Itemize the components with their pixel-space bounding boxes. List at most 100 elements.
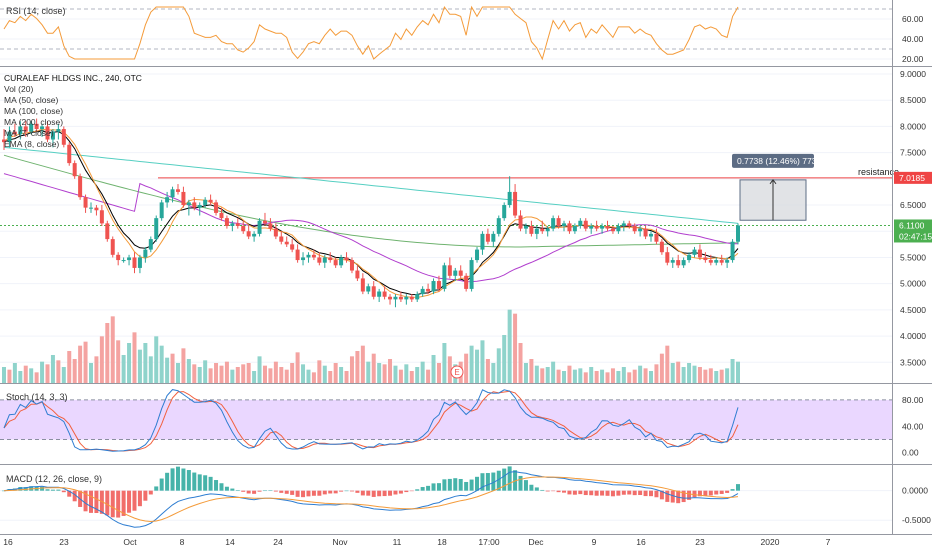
candle-body bbox=[442, 265, 447, 289]
volume-bar bbox=[388, 359, 393, 383]
time-axis-label: 24 bbox=[273, 537, 283, 547]
candle-body bbox=[301, 257, 306, 261]
macd-hist-bar bbox=[507, 466, 512, 491]
candle-body bbox=[339, 257, 344, 266]
signal-line bbox=[3, 476, 739, 523]
macd-hist-bar bbox=[616, 490, 621, 496]
candle-body bbox=[214, 202, 219, 213]
volume-bar bbox=[431, 355, 436, 383]
macd-hist-bar bbox=[154, 486, 159, 491]
candle-body bbox=[110, 239, 115, 255]
macd-hist-bar bbox=[175, 466, 180, 491]
macd-hist-bar bbox=[186, 470, 191, 491]
volume-bar bbox=[208, 368, 213, 383]
candle-body bbox=[475, 249, 480, 261]
measure-tool[interactable]: 0.7738 (12.46%) 7738 bbox=[732, 153, 821, 221]
indicator-legend-item: MA (100, close) bbox=[4, 106, 63, 116]
candle-body bbox=[502, 205, 507, 219]
macd-hist-bar bbox=[224, 486, 229, 491]
candle-body bbox=[610, 228, 615, 232]
macd-hist-bar bbox=[284, 490, 289, 494]
last-price: 6.1100 bbox=[899, 220, 925, 230]
candle-body bbox=[496, 218, 501, 234]
volume-bar bbox=[279, 367, 284, 383]
candle-body bbox=[567, 223, 572, 232]
candle-body bbox=[23, 126, 28, 132]
candle-body bbox=[649, 233, 654, 237]
macd-hist-bar bbox=[665, 490, 670, 502]
candle-body bbox=[344, 257, 349, 261]
macd-line bbox=[3, 471, 739, 528]
candle-body bbox=[230, 223, 235, 226]
candle-body bbox=[583, 220, 588, 229]
candle-body bbox=[105, 223, 110, 240]
price-tick-label: 4.5000 bbox=[900, 305, 926, 315]
rsi-title: RSI (14, close) bbox=[6, 6, 66, 16]
candle-body bbox=[643, 228, 648, 237]
candle-body bbox=[665, 252, 670, 263]
candle-body bbox=[409, 296, 414, 300]
ma50-line bbox=[3, 173, 739, 283]
volume-bar bbox=[257, 356, 262, 383]
candle-body bbox=[72, 163, 77, 177]
volume-bar bbox=[159, 345, 164, 383]
candle-body bbox=[540, 228, 545, 232]
volume-bar bbox=[317, 360, 322, 383]
volume-bar bbox=[692, 365, 697, 383]
macd-hist-bar bbox=[56, 489, 61, 491]
earnings-marker[interactable]: E bbox=[450, 365, 464, 379]
candle-body bbox=[366, 286, 371, 292]
volume-bar bbox=[268, 368, 273, 383]
price-tick-label: 5.0000 bbox=[900, 279, 926, 289]
volume-bar bbox=[621, 367, 626, 383]
indicator-legend-item: MA (7, close) bbox=[4, 128, 54, 138]
price-tick-label: 8.0000 bbox=[900, 121, 926, 131]
macd-hist-bar bbox=[214, 480, 219, 491]
macd-hist-bar bbox=[697, 490, 702, 497]
resistance-label: resistance bbox=[858, 167, 899, 177]
macd-hist-bar bbox=[572, 490, 577, 495]
candle-body bbox=[556, 218, 561, 226]
volume-bar bbox=[371, 353, 376, 383]
time-axis-label: 8 bbox=[180, 537, 185, 547]
time-axis-label: 23 bbox=[695, 537, 705, 547]
rsi-tick-label: 40.00 bbox=[902, 34, 924, 44]
candle-body bbox=[627, 223, 632, 226]
candle-body bbox=[252, 233, 257, 237]
candle-body bbox=[94, 207, 99, 211]
candle-body bbox=[551, 218, 556, 229]
candle-body bbox=[513, 191, 518, 216]
candle-body bbox=[165, 197, 170, 203]
macd-hist-bar bbox=[714, 490, 719, 495]
candle-body bbox=[67, 144, 72, 164]
macd-hist-bar bbox=[181, 468, 186, 491]
macd-hist-bar bbox=[415, 489, 420, 491]
bar-countdown: 02:47:15 bbox=[899, 231, 932, 241]
macd-hist-bar bbox=[420, 487, 425, 491]
ma200-line bbox=[3, 146, 739, 224]
volume-bar bbox=[730, 359, 735, 383]
macd-hist-bar bbox=[708, 490, 713, 496]
indicator-legend-item: Vol (20) bbox=[4, 84, 33, 94]
candle-body bbox=[578, 220, 583, 226]
time-axis[interactable]: 16 23 Oct 8 14 24 Nov 11 18 17:00 Dec 9 16 23 2020 7 bbox=[3, 537, 830, 547]
macd-hist-bar bbox=[219, 483, 224, 491]
volume-bar bbox=[214, 363, 219, 383]
volume-bar bbox=[273, 361, 278, 383]
macd-hist-bar bbox=[50, 489, 55, 491]
volume-bar bbox=[670, 363, 675, 383]
indicator-legend-item: MA (50, close) bbox=[4, 95, 58, 105]
volume-bar bbox=[235, 367, 240, 383]
volume-bar bbox=[224, 361, 229, 383]
candle-body bbox=[681, 260, 686, 266]
candle-body bbox=[534, 228, 539, 234]
volume-bar bbox=[295, 352, 300, 383]
macd-hist-bar bbox=[127, 490, 132, 513]
earnings-icon[interactable] bbox=[450, 365, 464, 379]
candle-body bbox=[600, 226, 605, 229]
time-axis-label: 16 bbox=[636, 537, 646, 547]
volume-bar bbox=[203, 360, 208, 383]
volume-bar bbox=[110, 316, 115, 383]
volume-bar bbox=[725, 368, 730, 383]
